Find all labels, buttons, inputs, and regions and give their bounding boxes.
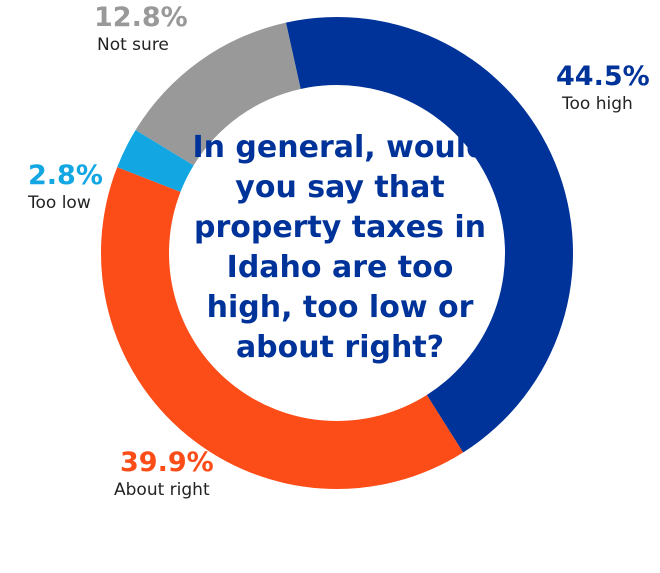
slice-label-too-low: Too low — [28, 193, 91, 213]
slice-label-too-high: Too high — [562, 94, 633, 114]
donut-slice-too-low — [117, 129, 194, 192]
chart-title: In general, would you say that property … — [192, 130, 488, 365]
slice-label-about-right: About right — [114, 480, 210, 500]
donut-slices — [100, 17, 573, 489]
donut-slice-about-right — [100, 167, 464, 489]
slice-value-about-right: 39.9% — [120, 447, 214, 478]
donut-slice-not-sure — [135, 22, 301, 166]
donut-slice-too-high — [285, 17, 573, 453]
slice-value-not-sure: 12.8% — [94, 2, 188, 33]
slice-value-too-high: 44.5% — [556, 61, 650, 92]
slice-value-too-low: 2.8% — [28, 160, 103, 191]
slice-label-not-sure: Not sure — [97, 35, 169, 55]
